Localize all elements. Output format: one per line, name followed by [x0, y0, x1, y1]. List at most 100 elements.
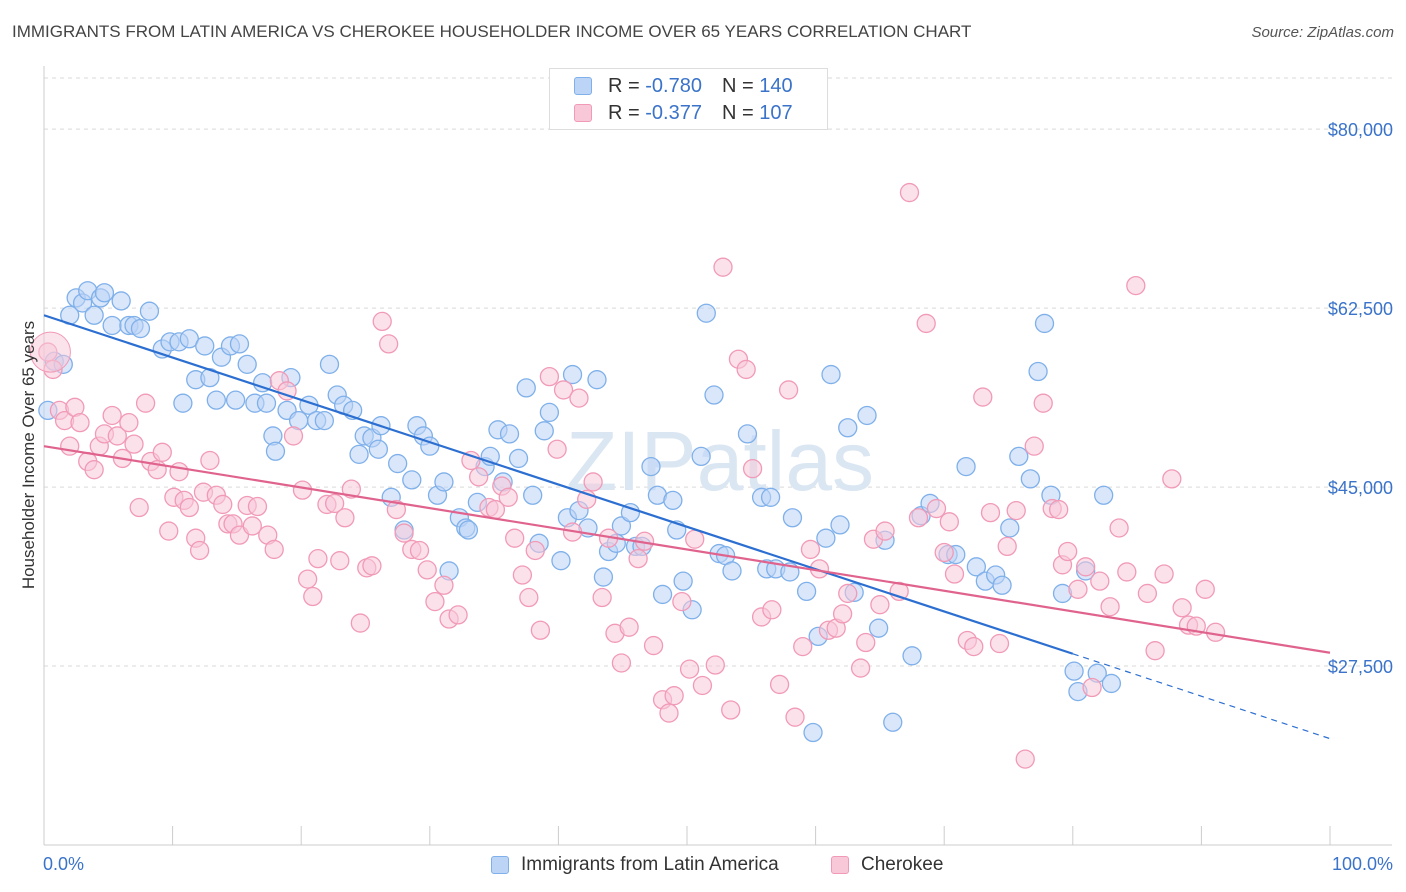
correlation-legend: R = -0.780 N = 140 R = -0.377 N = 107 [549, 68, 828, 130]
point-cherokee [425, 591, 445, 612]
legend-swatch-immigrants [574, 77, 592, 95]
point-cherokee [800, 539, 821, 560]
y-tick-label: $62,500 [1328, 299, 1393, 319]
point-immigrants [1028, 361, 1048, 382]
point-cherokee [152, 442, 172, 462]
point-cherokee [1090, 571, 1110, 591]
point-immigrants [663, 490, 683, 511]
point-cherokee [335, 508, 355, 528]
point-immigrants [1034, 313, 1055, 334]
point-cherokee [461, 450, 481, 471]
r-label: R = [608, 101, 640, 124]
point-immigrants [225, 390, 246, 410]
point-cherokee [409, 540, 430, 561]
point-cherokee [769, 674, 790, 695]
point-immigrants [349, 444, 369, 464]
point-immigrants [620, 502, 641, 523]
point-cherokee [179, 497, 199, 518]
point-cherokee [964, 636, 984, 657]
point-cherokee [512, 565, 533, 585]
point-cherokee [525, 540, 545, 561]
point-cherokee [679, 659, 700, 679]
point-immigrants [200, 367, 220, 388]
point-immigrants [130, 318, 151, 339]
point-cherokee [539, 366, 560, 387]
point-immigrants [992, 575, 1012, 595]
point-immigrants [265, 441, 286, 461]
point-immigrants [516, 378, 536, 398]
point-immigrants [883, 712, 903, 732]
point-immigrants [704, 385, 724, 405]
point-cherokee [247, 496, 268, 517]
axes [43, 66, 1392, 846]
point-cherokee [124, 434, 144, 454]
point-cherokee [838, 583, 858, 604]
point-cherokee [1076, 557, 1096, 577]
point-cherokee [870, 595, 890, 615]
point-cherokee [264, 539, 284, 560]
point-immigrants [139, 301, 160, 321]
point-immigrants [1064, 661, 1084, 681]
point-cherokee [664, 686, 684, 706]
point-immigrants [1101, 673, 1122, 694]
point-cherokee [169, 462, 189, 482]
point-cherokee [705, 655, 725, 675]
point-cherokee [553, 380, 574, 400]
point-immigrants [1000, 518, 1020, 538]
point-immigrants [803, 722, 823, 743]
point-immigrants [821, 364, 841, 385]
chart-source: Source: ZipAtlas.com [1251, 24, 1394, 41]
point-cherokee [350, 613, 371, 633]
point-cherokee [498, 487, 518, 507]
point-cherokee [628, 549, 648, 569]
point-cherokee [762, 600, 782, 620]
trend-lines [43, 314, 1331, 740]
x-tick-label-min: 0.0% [43, 854, 84, 874]
point-cherokee [778, 380, 799, 400]
point-immigrants [838, 418, 858, 438]
data-points [29, 182, 1226, 769]
point-immigrants [195, 336, 215, 356]
point-cherokee [341, 479, 362, 499]
point-cherokee [692, 675, 713, 696]
point-immigrants [816, 528, 836, 548]
point-cherokee [672, 591, 692, 612]
bottom-legend-immigrants: Immigrants from Latin America [491, 852, 779, 878]
point-immigrants [458, 520, 479, 540]
point-cherokee [1100, 597, 1120, 617]
point-cherokee [159, 521, 179, 541]
point-immigrants [111, 291, 131, 311]
point-cherokee [372, 311, 392, 332]
point-cherokee [1117, 562, 1137, 582]
point-cherokee [944, 564, 965, 584]
point-immigrants [523, 485, 543, 505]
point-cherokee [785, 707, 805, 727]
point-immigrants [696, 303, 716, 323]
y-axis-label: Householder Income Over 65 years [19, 321, 38, 589]
point-immigrants [593, 567, 614, 587]
n-label: N = [721, 101, 754, 124]
point-cherokee [1015, 749, 1035, 769]
point-cherokee [973, 387, 993, 407]
point-cherokee-large [29, 331, 71, 373]
point-cherokee [505, 528, 525, 548]
chart-title: IMMIGRANTS FROM LATIN AMERICA VS CHEROKE… [12, 22, 972, 41]
point-cherokee [643, 635, 664, 656]
point-immigrants [84, 305, 104, 325]
trend-line-cherokee [43, 445, 1331, 654]
point-cherokee [189, 540, 210, 561]
point-cherokee [378, 334, 399, 354]
point-immigrants [673, 571, 693, 591]
point-immigrants [256, 393, 277, 413]
bottom-legend-cherokee: Cherokee [831, 852, 943, 878]
point-immigrants [434, 472, 454, 492]
point-cherokee [939, 512, 959, 532]
point-cherokee [1162, 469, 1182, 489]
point-cherokee [1049, 499, 1069, 520]
point-immigrants [229, 334, 250, 354]
point-cherokee [303, 586, 323, 607]
point-cherokee [934, 542, 954, 563]
point-cherokee [547, 439, 567, 459]
point-cherokee [119, 412, 139, 433]
point-cherokee [1137, 583, 1158, 604]
